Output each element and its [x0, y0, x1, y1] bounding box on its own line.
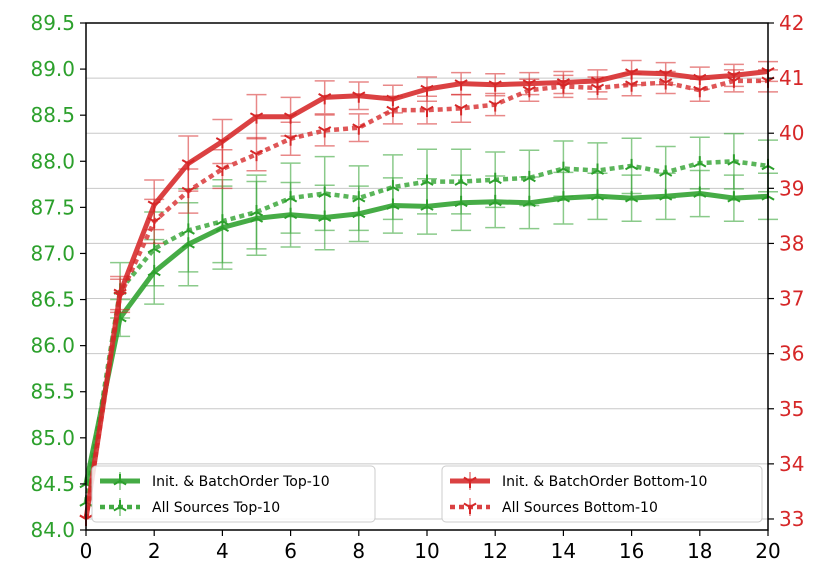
- y-left-tick-label: 86.5: [30, 288, 75, 312]
- data-point: [488, 80, 502, 92]
- data-point: [113, 291, 127, 303]
- data-point: [727, 76, 741, 88]
- x-tick-label: 8: [352, 539, 365, 563]
- data-point: [454, 79, 468, 91]
- data-point: [522, 85, 536, 98]
- x-tick-label: 14: [551, 539, 576, 563]
- data-point: [625, 158, 639, 171]
- series-layer: [79, 59, 778, 526]
- y-right-tick-label: 35: [779, 397, 804, 421]
- y-left-tick-label: 86.0: [30, 334, 75, 358]
- data-point: [693, 156, 707, 168]
- data-point: [590, 83, 605, 96]
- data-point: [318, 126, 332, 138]
- y-left-tick-label: 88.0: [30, 149, 75, 173]
- data-point: [284, 134, 298, 146]
- data-point: [215, 214, 229, 226]
- data-point: [420, 84, 434, 97]
- data-point: [625, 80, 639, 92]
- data-point: [420, 174, 434, 186]
- legend-entry: All Sources Top-10: [100, 498, 280, 516]
- data-point: [420, 105, 434, 118]
- y-left-tick-label: 87.0: [30, 241, 75, 265]
- y-right-tick-label: 39: [779, 176, 804, 200]
- y-left-tick-label: 85.5: [30, 380, 75, 404]
- y-left-tick-label: 88.5: [30, 103, 75, 127]
- data-point: [352, 191, 366, 203]
- x-tick-label: 10: [414, 539, 439, 563]
- data-point: [488, 100, 502, 112]
- data-point: [454, 174, 468, 186]
- data-point: [556, 82, 570, 94]
- series-2: [79, 59, 778, 526]
- data-point: [556, 161, 570, 174]
- legend-label: Init. & BatchOrder Bottom-10: [502, 474, 707, 490]
- legend-label: All Sources Bottom-10: [502, 500, 658, 516]
- x-tick-label: 18: [687, 539, 712, 563]
- data-point: [727, 154, 741, 166]
- data-point: [181, 186, 195, 199]
- data-point: [249, 204, 264, 217]
- data-point: [215, 137, 229, 149]
- legend-entry: Init. & BatchOrder Bottom-10: [450, 472, 707, 490]
- y-right-tick-label: 36: [779, 342, 804, 366]
- data-point: [181, 223, 195, 235]
- x-tick-label: 4: [216, 539, 229, 563]
- x-tick-label: 12: [482, 539, 507, 563]
- x-tick-label: 6: [284, 539, 297, 563]
- data-point: [352, 123, 366, 135]
- legend-right: Init. & BatchOrder Bottom-10 All Sources …: [441, 465, 763, 523]
- x-tick-label: 0: [80, 539, 93, 563]
- x-tick-label: 20: [755, 539, 780, 563]
- data-point: [249, 112, 264, 124]
- legend-entry: All Sources Bottom-10: [450, 498, 658, 516]
- y-left-tick-label: 84.0: [30, 518, 75, 542]
- data-point: [386, 180, 400, 192]
- data-point: [147, 217, 161, 229]
- y-left-tick-label: 85.0: [30, 426, 75, 450]
- data-point: [284, 191, 298, 203]
- legend-entry: Init. & BatchOrder Top-10: [100, 472, 330, 490]
- data-point: [215, 164, 229, 177]
- legend-label: Init. & BatchOrder Top-10: [152, 474, 330, 490]
- data-point: [318, 93, 332, 105]
- data-point: [727, 191, 741, 203]
- series-line: [83, 78, 768, 520]
- y-left-tick-label: 89.0: [30, 57, 75, 81]
- axes-layer: 84.0 84.5 85.0 85.5 86.0 86.5 87.0 87.5 88.0 88.5…: [30, 11, 804, 563]
- legend-left: Init. & BatchOrder Top-10 All Sources Top…: [91, 465, 376, 523]
- y-left-tick-label: 89.5: [30, 11, 75, 35]
- legend-label: All Sources Top-10: [152, 500, 280, 516]
- data-point: [693, 85, 707, 98]
- y-right-tick-label: 34: [779, 452, 804, 476]
- data-point: [659, 78, 673, 90]
- y-right-tick-label: 38: [779, 231, 804, 255]
- y-right-tick-label: 42: [779, 11, 804, 35]
- data-point: [249, 149, 264, 162]
- series-0: [79, 169, 778, 489]
- y-right-tick-label: 41: [779, 66, 804, 90]
- x-tick-label: 2: [148, 539, 161, 563]
- y-left-tick-label: 87.5: [30, 195, 75, 219]
- data-point: [318, 186, 332, 198]
- data-point: [352, 91, 366, 103]
- y-right-tick-label: 40: [779, 121, 804, 145]
- y-left-tick-label: 84.5: [30, 472, 75, 496]
- data-point: [454, 104, 468, 116]
- series-3: [79, 69, 778, 526]
- y-right-tick-label: 33: [779, 507, 804, 531]
- data-point: [488, 172, 502, 185]
- y-right-tick-label: 37: [779, 287, 804, 311]
- data-point: [386, 105, 400, 118]
- x-tick-label: 16: [619, 539, 644, 563]
- data-point: [659, 165, 673, 177]
- data-point: [522, 170, 536, 183]
- data-point: [590, 163, 605, 175]
